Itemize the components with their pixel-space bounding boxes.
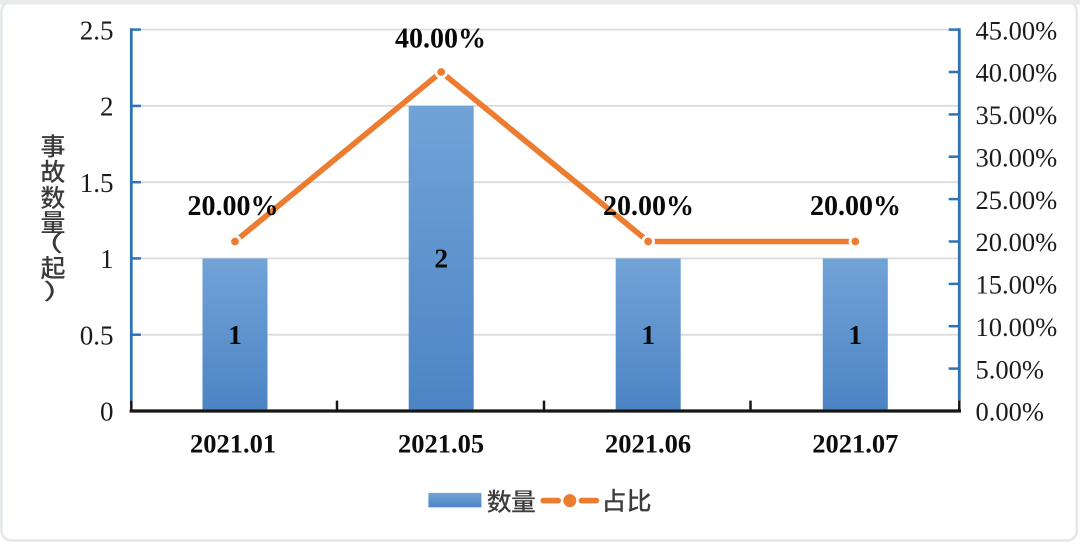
svg-text:2: 2 [100,92,114,122]
svg-text:2.5: 2.5 [80,15,114,45]
svg-text:10.00%: 10.00% [976,312,1058,342]
svg-text:2021.07: 2021.07 [812,428,898,458]
svg-text:15.00%: 15.00% [976,270,1058,300]
svg-text:1.5: 1.5 [80,168,114,198]
svg-text:20.00%: 20.00% [188,191,279,222]
svg-text:40.00%: 40.00% [976,58,1058,88]
svg-text:20.00%: 20.00% [976,227,1058,257]
svg-text:45.00%: 45.00% [976,15,1058,45]
svg-text:35.00%: 35.00% [976,100,1058,130]
svg-text:1: 1 [848,319,862,350]
svg-text:30.00%: 30.00% [976,142,1058,172]
svg-text:5.00%: 5.00% [976,354,1044,384]
svg-text:2021.05: 2021.05 [398,428,484,458]
svg-text:0: 0 [100,397,114,427]
svg-text:40.00%: 40.00% [395,24,486,55]
svg-text:1: 1 [228,319,242,350]
svg-text:1: 1 [641,319,655,350]
svg-text:2021.01: 2021.01 [190,428,276,458]
svg-text:2021.06: 2021.06 [605,428,691,458]
svg-text:20.00%: 20.00% [810,191,901,222]
svg-text:0.5: 0.5 [80,320,114,350]
svg-text:2: 2 [434,243,448,274]
svg-text:20.00%: 20.00% [603,191,694,222]
svg-text:0.00%: 0.00% [976,397,1044,427]
svg-text:1: 1 [100,244,114,274]
svg-text:25.00%: 25.00% [976,185,1058,215]
